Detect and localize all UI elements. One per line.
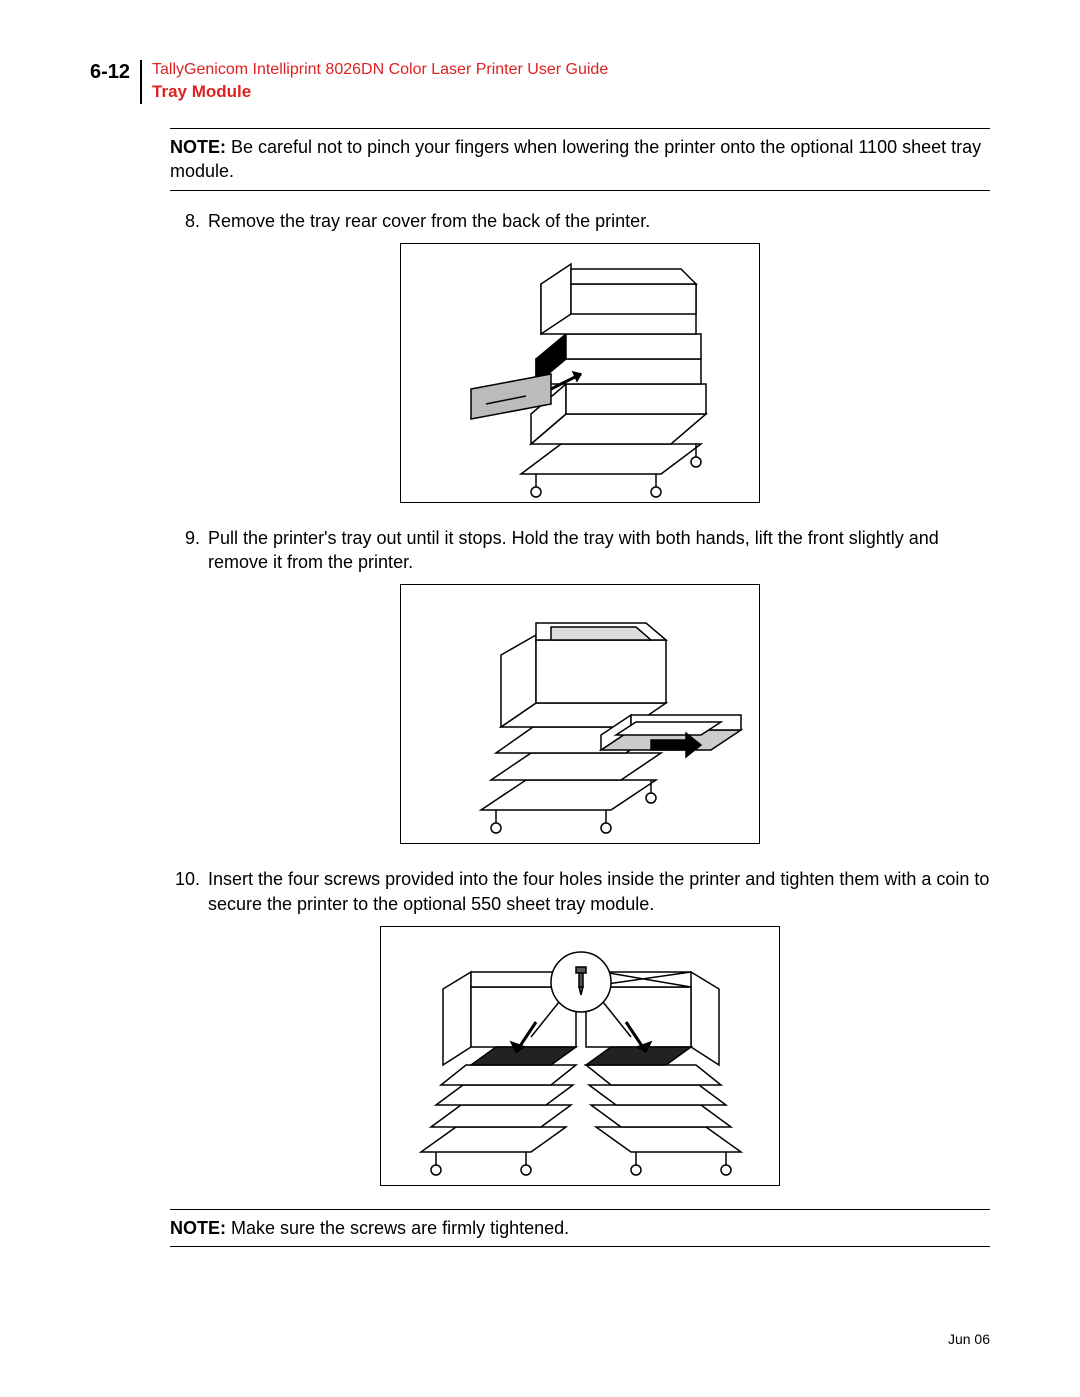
figure-tray-removal (400, 584, 760, 844)
page-container: 6-12 TallyGenicom Intelliprint 8026DN Co… (0, 0, 1080, 1397)
footer-date: Jun 06 (948, 1331, 990, 1347)
step-number: 10. (170, 867, 208, 916)
step-text: Insert the four screws provided into the… (208, 867, 990, 916)
page-number: 6-12 (90, 60, 142, 104)
step-9: 9. Pull the printer's tray out until it … (170, 526, 990, 575)
step-10: 10. Insert the four screws provided into… (170, 867, 990, 916)
figure-screw-install (380, 926, 780, 1186)
step-number: 8. (170, 209, 208, 233)
step-number: 9. (170, 526, 208, 575)
note-bottom: NOTE: Make sure the screws are firmly ti… (170, 1209, 990, 1247)
step-text: Pull the printer's tray out until it sto… (208, 526, 990, 575)
guide-title: TallyGenicom Intelliprint 8026DN Color L… (152, 60, 608, 81)
note-text: Be careful not to pinch your fingers whe… (170, 137, 981, 181)
note-label: NOTE: (170, 137, 226, 157)
figure-3-wrap (170, 926, 990, 1191)
figure-rear-cover (400, 243, 760, 503)
content-area: NOTE: Be careful not to pinch your finge… (170, 128, 990, 1247)
figure-2-wrap (170, 584, 990, 849)
note-text: Make sure the screws are firmly tightene… (226, 1218, 569, 1238)
figure-1-wrap (170, 243, 990, 508)
step-text: Remove the tray rear cover from the back… (208, 209, 990, 233)
header-titles: TallyGenicom Intelliprint 8026DN Color L… (142, 60, 608, 103)
section-title: Tray Module (152, 81, 608, 103)
note-top: NOTE: Be careful not to pinch your finge… (170, 128, 990, 191)
step-8: 8. Remove the tray rear cover from the b… (170, 209, 990, 233)
page-header: 6-12 TallyGenicom Intelliprint 8026DN Co… (90, 60, 990, 104)
note-label: NOTE: (170, 1218, 226, 1238)
